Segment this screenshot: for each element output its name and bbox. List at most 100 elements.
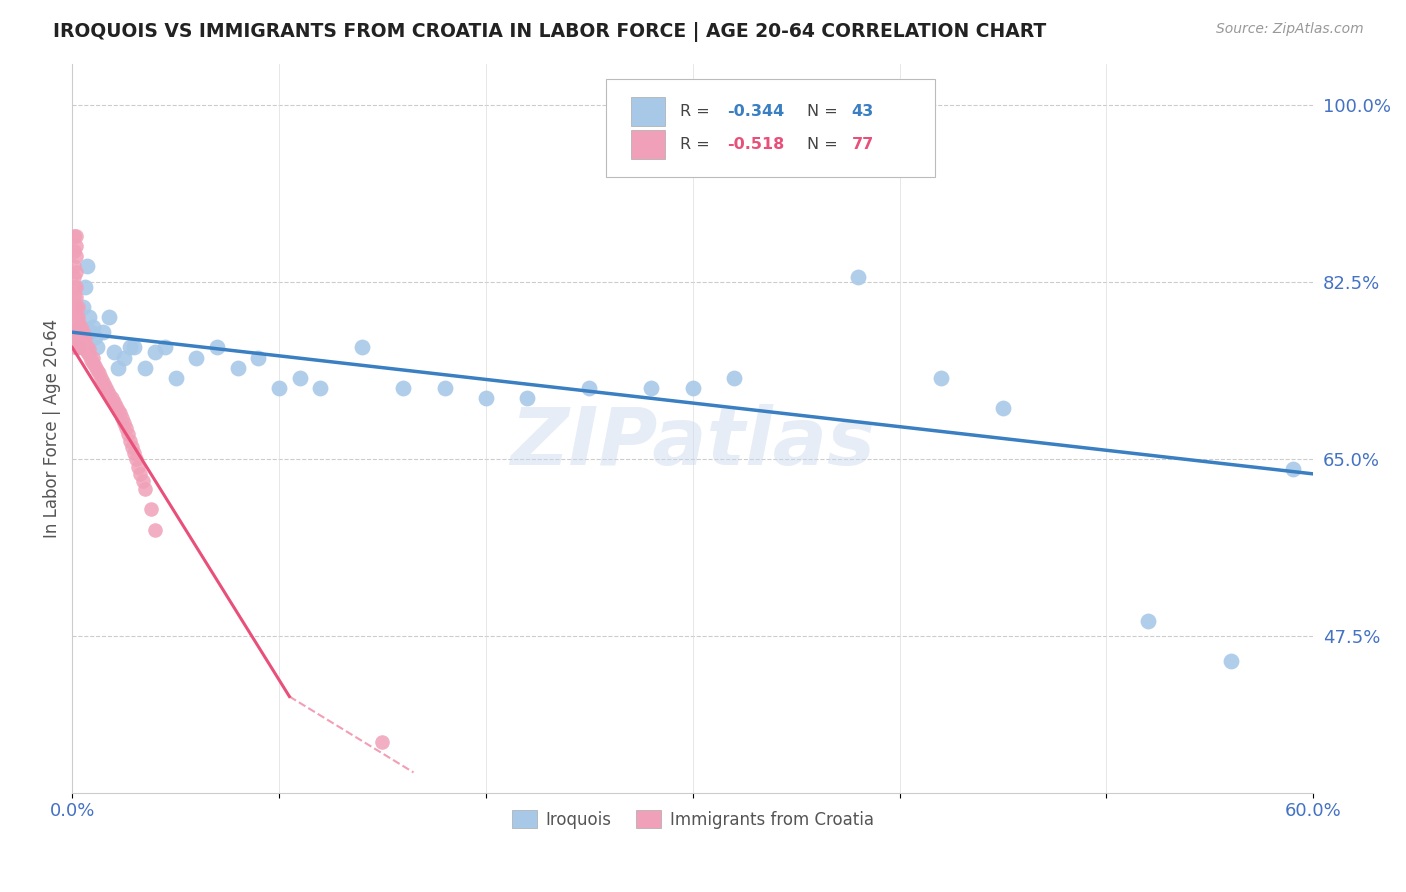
- Text: 43: 43: [852, 104, 875, 119]
- Point: [112, 417, 135, 431]
- Point: [578, 381, 600, 395]
- Point: [186, 351, 208, 365]
- Point: [98, 310, 121, 324]
- Point: [63, 325, 86, 339]
- Point: [433, 381, 456, 395]
- Point: [100, 391, 122, 405]
- Point: [640, 381, 662, 395]
- Point: [63, 244, 86, 259]
- Point: [69, 335, 91, 350]
- Point: [267, 381, 290, 395]
- Point: [139, 502, 162, 516]
- Point: [205, 340, 228, 354]
- Point: [65, 264, 87, 278]
- Legend: Iroquois, Immigrants from Croatia: Iroquois, Immigrants from Croatia: [505, 804, 880, 835]
- Point: [247, 351, 270, 365]
- Point: [846, 269, 869, 284]
- Point: [72, 335, 94, 350]
- Point: [80, 325, 103, 339]
- Point: [63, 229, 86, 244]
- Point: [134, 482, 156, 496]
- Point: [67, 340, 90, 354]
- Point: [90, 370, 112, 384]
- Point: [86, 340, 108, 354]
- Point: [73, 338, 96, 352]
- Point: [67, 310, 90, 324]
- FancyBboxPatch shape: [606, 78, 935, 177]
- Text: -0.344: -0.344: [727, 104, 785, 119]
- Point: [124, 340, 146, 354]
- Point: [111, 411, 134, 425]
- Point: [69, 320, 91, 334]
- Point: [63, 279, 86, 293]
- Point: [65, 279, 87, 293]
- Point: [84, 359, 107, 373]
- Point: [134, 360, 156, 375]
- Point: [67, 315, 90, 329]
- Point: [120, 434, 142, 448]
- Point: [65, 310, 87, 324]
- Point: [65, 229, 87, 244]
- Point: [73, 343, 96, 357]
- Point: [65, 320, 87, 334]
- Point: [103, 345, 125, 359]
- Point: [73, 332, 96, 346]
- Point: [67, 335, 90, 350]
- Point: [63, 340, 86, 354]
- Y-axis label: In Labor Force | Age 20-64: In Labor Force | Age 20-64: [44, 318, 60, 538]
- Point: [65, 249, 87, 263]
- Point: [65, 325, 87, 339]
- Point: [104, 399, 127, 413]
- Point: [516, 391, 538, 405]
- Point: [115, 421, 138, 435]
- Point: [63, 290, 86, 304]
- Point: [131, 474, 153, 488]
- Point: [96, 383, 118, 397]
- Point: [63, 269, 86, 284]
- Point: [309, 381, 332, 395]
- Point: [107, 360, 129, 375]
- Point: [63, 310, 86, 324]
- Point: [72, 325, 94, 339]
- Point: [77, 349, 100, 363]
- Point: [84, 330, 107, 344]
- Point: [1281, 462, 1303, 476]
- Point: [87, 366, 110, 380]
- Point: [371, 735, 394, 749]
- Point: [124, 445, 146, 459]
- Text: IROQUOIS VS IMMIGRANTS FROM CROATIA IN LABOR FORCE | AGE 20-64 CORRELATION CHART: IROQUOIS VS IMMIGRANTS FROM CROATIA IN L…: [53, 22, 1046, 42]
- Point: [69, 325, 91, 339]
- Point: [103, 395, 125, 409]
- Point: [127, 459, 149, 474]
- Point: [65, 340, 87, 354]
- Point: [143, 523, 166, 537]
- Point: [165, 370, 187, 384]
- Point: [108, 406, 131, 420]
- Point: [65, 290, 87, 304]
- Point: [125, 451, 148, 466]
- Point: [76, 260, 98, 274]
- Point: [65, 239, 87, 253]
- Point: [155, 340, 177, 354]
- Point: [82, 320, 104, 334]
- Point: [91, 375, 114, 389]
- Text: 77: 77: [852, 136, 875, 152]
- Point: [67, 330, 90, 344]
- Point: [69, 340, 91, 354]
- Point: [69, 330, 91, 344]
- Point: [98, 387, 121, 401]
- Point: [63, 260, 86, 274]
- Point: [67, 325, 90, 339]
- Point: [117, 427, 139, 442]
- Point: [991, 401, 1014, 416]
- Point: [107, 403, 129, 417]
- Text: -0.518: -0.518: [727, 136, 785, 152]
- Point: [723, 370, 745, 384]
- Point: [77, 343, 100, 357]
- Point: [226, 360, 249, 375]
- Text: R =: R =: [681, 136, 716, 152]
- Point: [77, 310, 100, 324]
- Point: [120, 340, 142, 354]
- Point: [1136, 614, 1159, 628]
- Point: [69, 320, 91, 334]
